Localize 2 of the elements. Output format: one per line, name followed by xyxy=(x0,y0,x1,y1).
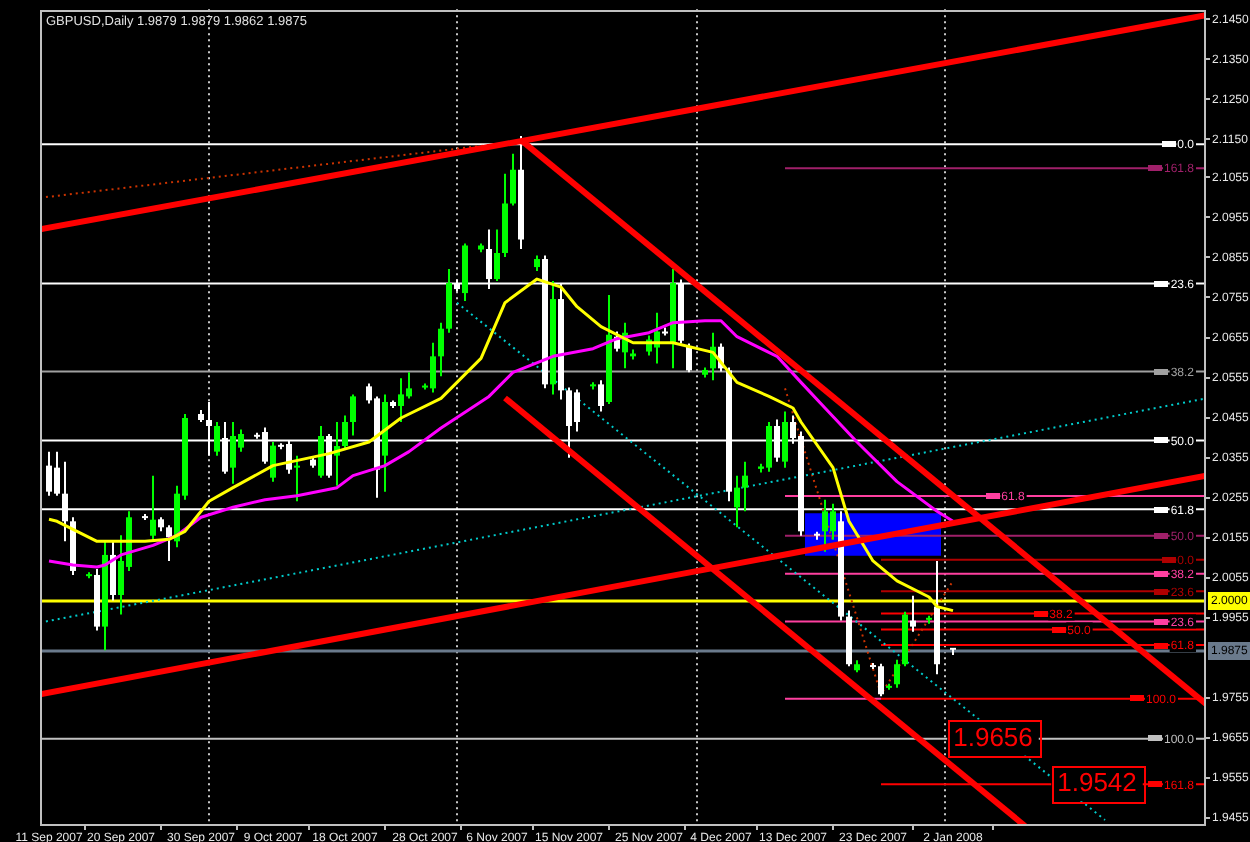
annotation: 1.9656 xyxy=(953,721,1033,752)
annotation: 1.9542 xyxy=(1057,767,1137,798)
